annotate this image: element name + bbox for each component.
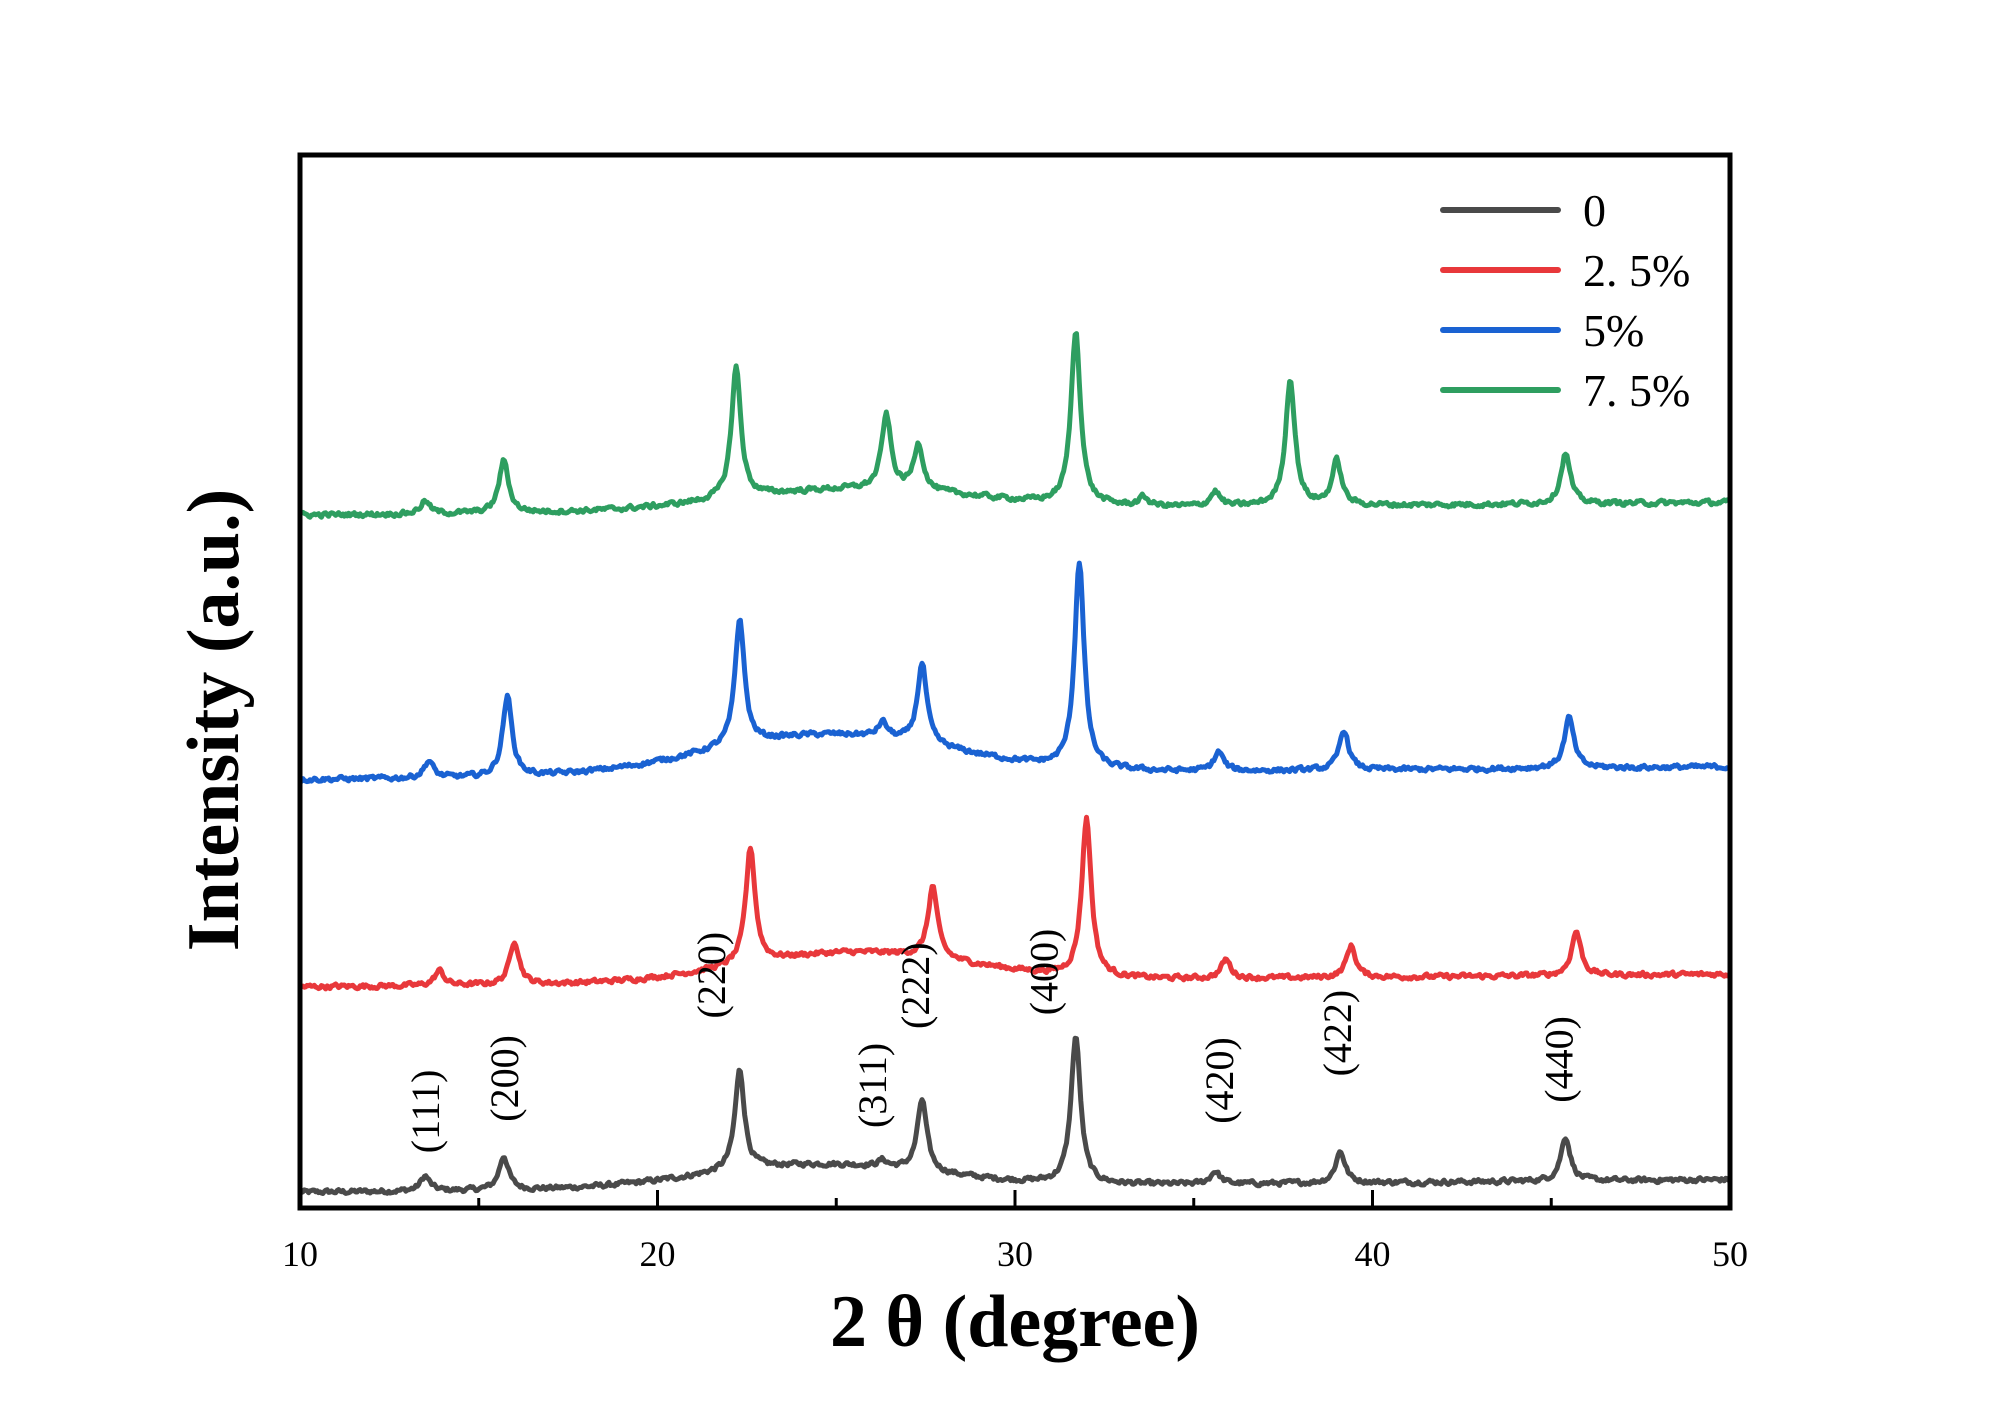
x-tick-label: 30: [997, 1234, 1033, 1274]
peak-annotation: (400): [1022, 929, 1067, 1016]
peak-annotation: (422): [1315, 990, 1360, 1077]
legend: 0 2. 5% 5% 7. 5%: [1440, 185, 1690, 416]
peak-annotation: (220): [689, 932, 734, 1019]
peak-annotation: (311): [850, 1043, 895, 1128]
x-tick-label: 40: [1355, 1234, 1391, 1274]
peak-annotation: (111): [403, 1070, 448, 1154]
legend-label-2: 5%: [1583, 305, 1644, 356]
peak-annotation: (420): [1197, 1037, 1242, 1124]
y-axis-title: Intensity (a.u.): [173, 489, 255, 952]
series-line-2: [298, 560, 1732, 785]
x-axis-title: 2 θ (degree): [830, 1281, 1200, 1363]
x-axis: 10 20 30 40 50: [282, 1190, 1748, 1274]
peak-annotation: (440): [1536, 1016, 1581, 1103]
x-tick-label: 50: [1712, 1234, 1748, 1274]
x-tick-label: 20: [640, 1234, 676, 1274]
legend-label-0: 0: [1583, 185, 1606, 236]
legend-label-3: 7. 5%: [1583, 365, 1690, 416]
peak-annotation: (200): [482, 1035, 527, 1122]
peak-annotation: (222): [893, 942, 938, 1029]
annotation-layer: (111) (200) (220) (311) (222) (400) (420) (422)…: [403, 929, 1581, 1154]
series-line-3: [298, 331, 1732, 520]
series-layer: [298, 331, 1732, 1196]
x-tick-label: 10: [282, 1234, 318, 1274]
series-line-0: [298, 1035, 1732, 1196]
legend-label-1: 2. 5%: [1583, 245, 1690, 296]
series-line-1: [298, 814, 1732, 992]
